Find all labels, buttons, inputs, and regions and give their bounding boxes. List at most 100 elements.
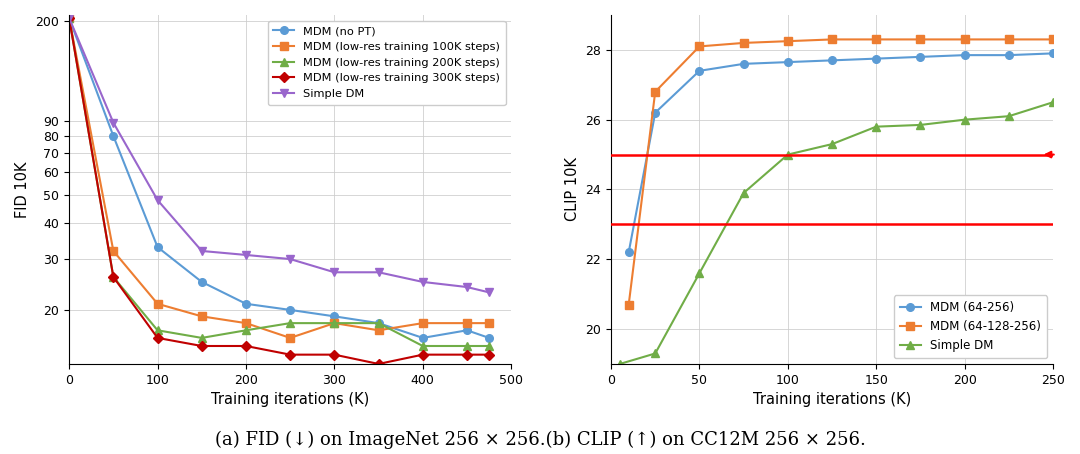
MDM (low-res training 200K steps) <box>328 321 341 326</box>
MDM (no PT) <box>373 321 386 326</box>
MDM (low-res training 300K steps) <box>107 274 120 280</box>
Simple DM <box>958 117 971 123</box>
Line: MDM (low-res training 300K steps): MDM (low-res training 300K steps) <box>65 14 492 368</box>
MDM (low-res training 100K steps) <box>107 248 120 254</box>
Simple DM <box>460 284 473 290</box>
Simple DM <box>869 124 882 129</box>
MDM (64-256) <box>649 110 662 115</box>
Simple DM <box>483 290 496 295</box>
Legend: MDM (no PT), MDM (low-res training 100K steps), MDM (low-res training 200K steps: MDM (no PT), MDM (low-res training 100K … <box>268 21 505 105</box>
Simple DM <box>284 257 297 262</box>
MDM (low-res training 300K steps) <box>63 15 76 21</box>
Simple DM <box>914 122 927 128</box>
X-axis label: Training iterations (K): Training iterations (K) <box>753 392 912 407</box>
MDM (low-res training 200K steps) <box>63 15 76 21</box>
Simple DM <box>738 190 751 196</box>
MDM (low-res training 100K steps) <box>63 15 76 21</box>
MDM (low-res training 300K steps) <box>195 343 208 349</box>
MDM (no PT) <box>195 279 208 285</box>
Simple DM <box>1002 114 1015 119</box>
MDM (low-res training 200K steps) <box>416 343 429 349</box>
Simple DM <box>649 351 662 356</box>
Line: MDM (64-256): MDM (64-256) <box>625 49 1057 256</box>
MDM (no PT) <box>284 307 297 313</box>
MDM (low-res training 300K steps) <box>151 335 164 340</box>
MDM (64-256) <box>914 54 927 59</box>
MDM (low-res training 300K steps) <box>416 352 429 357</box>
MDM (no PT) <box>240 301 253 306</box>
MDM (low-res training 200K steps) <box>151 328 164 333</box>
Simple DM <box>373 270 386 275</box>
MDM (64-128-256) <box>649 89 662 94</box>
MDM (64-256) <box>738 61 751 67</box>
MDM (low-res training 300K steps) <box>328 352 341 357</box>
MDM (low-res training 100K steps) <box>328 321 341 326</box>
Simple DM <box>1047 99 1059 105</box>
Line: MDM (low-res training 200K steps): MDM (low-res training 200K steps) <box>65 14 492 350</box>
MDM (low-res training 100K steps) <box>284 335 297 340</box>
Simple DM <box>240 252 253 258</box>
MDM (no PT) <box>63 15 76 21</box>
MDM (low-res training 200K steps) <box>195 335 208 340</box>
MDM (64-256) <box>869 56 882 61</box>
MDM (64-256) <box>958 52 971 58</box>
Simple DM <box>151 197 164 203</box>
Y-axis label: CLIP 10K: CLIP 10K <box>565 158 580 222</box>
MDM (low-res training 200K steps) <box>460 343 473 349</box>
MDM (low-res training 100K steps) <box>240 321 253 326</box>
Line: Simple DM: Simple DM <box>65 14 492 296</box>
MDM (64-128-256) <box>958 37 971 42</box>
MDM (low-res training 200K steps) <box>483 343 496 349</box>
MDM (low-res training 300K steps) <box>373 361 386 367</box>
Simple DM <box>416 279 429 285</box>
MDM (64-128-256) <box>825 37 838 42</box>
MDM (low-res training 100K steps) <box>460 321 473 326</box>
Simple DM <box>195 248 208 254</box>
MDM (low-res training 300K steps) <box>240 343 253 349</box>
Simple DM <box>693 271 706 276</box>
Line: MDM (64-128-256): MDM (64-128-256) <box>625 35 1057 308</box>
MDM (64-256) <box>825 58 838 63</box>
MDM (no PT) <box>416 335 429 340</box>
MDM (low-res training 100K steps) <box>373 328 386 333</box>
MDM (64-128-256) <box>781 39 794 44</box>
Line: Simple DM: Simple DM <box>616 99 1057 368</box>
MDM (64-128-256) <box>622 302 635 307</box>
MDM (64-128-256) <box>738 40 751 46</box>
MDM (64-128-256) <box>869 37 882 42</box>
MDM (64-256) <box>622 250 635 255</box>
MDM (no PT) <box>328 314 341 319</box>
MDM (no PT) <box>460 328 473 333</box>
MDM (64-256) <box>781 59 794 65</box>
Text: (a) FID (↓) on ImageNet 256 × 256.(b) CLIP (↑) on CC12M 256 × 256.: (a) FID (↓) on ImageNet 256 × 256.(b) CL… <box>215 431 865 449</box>
MDM (64-256) <box>1002 52 1015 58</box>
Simple DM <box>613 361 626 367</box>
MDM (64-128-256) <box>1002 37 1015 42</box>
MDM (low-res training 100K steps) <box>151 301 164 306</box>
MDM (low-res training 200K steps) <box>284 321 297 326</box>
Y-axis label: FID 10K: FID 10K <box>15 161 30 218</box>
MDM (no PT) <box>483 335 496 340</box>
Line: MDM (low-res training 100K steps): MDM (low-res training 100K steps) <box>65 14 492 342</box>
Line: MDM (no PT): MDM (no PT) <box>65 14 492 342</box>
Simple DM <box>63 15 76 21</box>
MDM (no PT) <box>107 133 120 139</box>
Simple DM <box>825 141 838 147</box>
MDM (low-res training 200K steps) <box>107 274 120 280</box>
X-axis label: Training iterations (K): Training iterations (K) <box>211 392 369 407</box>
MDM (64-128-256) <box>693 44 706 49</box>
MDM (low-res training 100K steps) <box>416 321 429 326</box>
Simple DM <box>328 270 341 275</box>
MDM (64-128-256) <box>1047 37 1059 42</box>
MDM (low-res training 100K steps) <box>195 314 208 319</box>
Legend: MDM (64-256), MDM (64-128-256), Simple DM: MDM (64-256), MDM (64-128-256), Simple D… <box>894 296 1048 358</box>
MDM (low-res training 300K steps) <box>460 352 473 357</box>
MDM (64-256) <box>1047 51 1059 56</box>
Simple DM <box>781 152 794 157</box>
MDM (no PT) <box>151 244 164 250</box>
Simple DM <box>107 120 120 125</box>
MDM (64-128-256) <box>914 37 927 42</box>
MDM (low-res training 200K steps) <box>373 321 386 326</box>
MDM (low-res training 200K steps) <box>240 328 253 333</box>
MDM (low-res training 300K steps) <box>483 352 496 357</box>
